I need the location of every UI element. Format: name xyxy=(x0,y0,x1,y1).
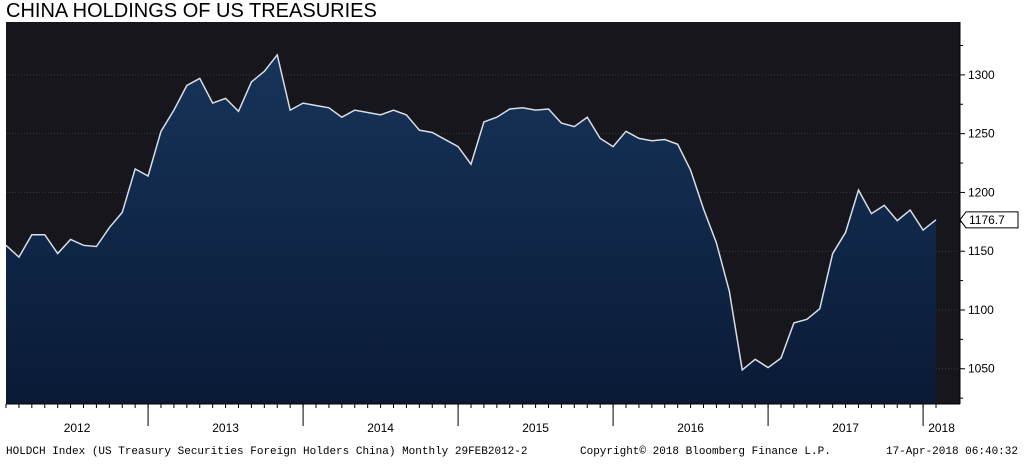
x-year-label: 2018 xyxy=(928,421,955,435)
y-tick-label: 1050 xyxy=(968,362,995,376)
x-year-label: 2014 xyxy=(367,421,394,435)
last-value-marker: 1176.7 xyxy=(959,211,1019,229)
y-axis: 1050 1100 1150 1200 1250 1300 xyxy=(959,22,995,404)
x-axis: 2012 2013 2014 2015 2016 2017 2018 xyxy=(5,403,960,435)
last-value-label: 1176.7 xyxy=(969,213,1005,227)
x-year-label: 2015 xyxy=(522,421,549,435)
chart-footer: HOLDCH Index (US Treasury Securities For… xyxy=(6,446,1018,458)
y-tick-label: 1200 xyxy=(968,185,995,199)
series-line xyxy=(5,53,937,372)
footer-timestamp-text: 17-Apr-2018 06:40:32 xyxy=(886,446,1018,458)
last-value-box xyxy=(959,211,1019,229)
y-tick-label: 1100 xyxy=(968,303,994,317)
y-tick-label: 1250 xyxy=(968,127,995,141)
x-year-label: 2012 xyxy=(64,421,91,435)
x-year-label: 2017 xyxy=(832,421,859,435)
footer-left-text: HOLDCH Index (US Treasury Securities For… xyxy=(6,446,528,458)
area-fill xyxy=(6,54,936,404)
chart-area: 1050 1100 1150 1200 1250 1300 2012 2013 2014 201… xyxy=(0,22,1024,467)
footer-copyright-text: Copyright© 2018 Bloomberg Finance L.P. xyxy=(580,446,831,458)
x-year-label: 2016 xyxy=(677,421,704,435)
x-year-label: 2013 xyxy=(212,421,239,435)
y-tick-label: 1300 xyxy=(968,68,995,82)
y-tick-label: 1150 xyxy=(968,244,994,258)
chart-title: CHINA HOLDINGS OF US TREASURIES xyxy=(6,0,377,22)
